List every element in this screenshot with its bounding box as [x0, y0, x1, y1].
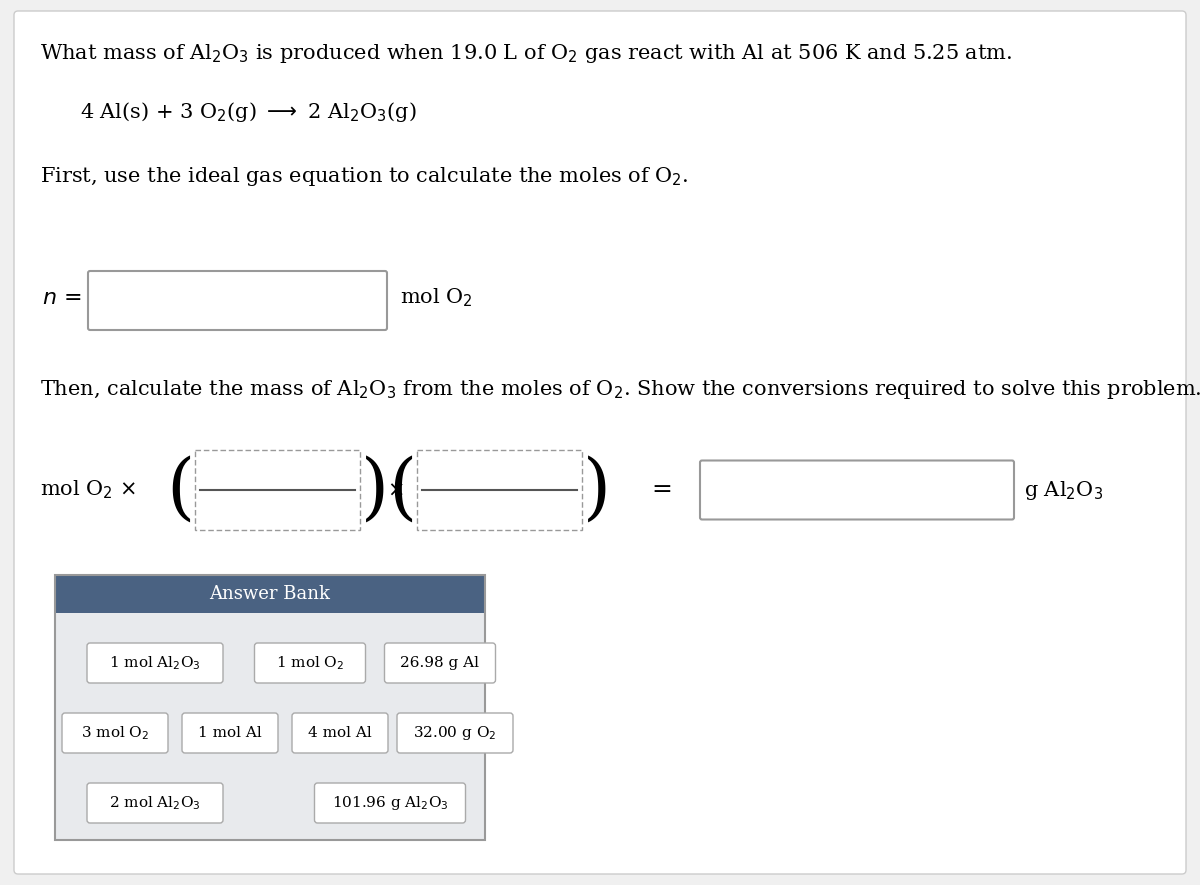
FancyBboxPatch shape — [14, 11, 1186, 874]
Text: 32.00 g O$_2$: 32.00 g O$_2$ — [413, 724, 497, 742]
Text: ): ) — [361, 455, 389, 526]
FancyBboxPatch shape — [314, 783, 466, 823]
Text: mol O$_2$ $\times$: mol O$_2$ $\times$ — [40, 479, 136, 501]
FancyBboxPatch shape — [88, 271, 386, 330]
Text: $\times$: $\times$ — [386, 481, 403, 499]
Text: (: ( — [388, 455, 416, 526]
Text: What mass of Al$_2$O$_3$ is produced when 19.0 L of O$_2$ gas react with Al at 5: What mass of Al$_2$O$_3$ is produced whe… — [40, 42, 1013, 65]
Text: 4 Al(s) + 3 O$_2$(g) $\longrightarrow$ 2 Al$_2$O$_3$(g): 4 Al(s) + 3 O$_2$(g) $\longrightarrow$ 2… — [80, 100, 416, 124]
Text: ): ) — [583, 455, 611, 526]
Text: 2 mol Al$_2$O$_3$: 2 mol Al$_2$O$_3$ — [109, 794, 200, 812]
Text: Then, calculate the mass of Al$_2$O$_3$ from the moles of O$_2$. Show the conver: Then, calculate the mass of Al$_2$O$_3$ … — [40, 378, 1200, 401]
Text: =: = — [652, 479, 672, 502]
Text: (: ( — [166, 455, 194, 526]
Text: 1 mol Al$_2$O$_3$: 1 mol Al$_2$O$_3$ — [109, 654, 200, 672]
Text: 1 mol Al: 1 mol Al — [198, 726, 262, 740]
FancyBboxPatch shape — [397, 713, 514, 753]
Text: mol O$_2$: mol O$_2$ — [400, 287, 473, 309]
Text: 1 mol O$_2$: 1 mol O$_2$ — [276, 654, 344, 672]
Text: g Al$_2$O$_3$: g Al$_2$O$_3$ — [1024, 479, 1103, 502]
Text: 26.98 g Al: 26.98 g Al — [401, 656, 480, 670]
Text: $n$ =: $n$ = — [42, 287, 82, 309]
FancyBboxPatch shape — [88, 783, 223, 823]
Text: Answer Bank: Answer Bank — [210, 585, 330, 603]
FancyBboxPatch shape — [292, 713, 388, 753]
Text: First, use the ideal gas equation to calculate the moles of O$_2$.: First, use the ideal gas equation to cal… — [40, 165, 689, 188]
FancyBboxPatch shape — [254, 643, 366, 683]
Bar — [55, 575, 485, 613]
FancyBboxPatch shape — [384, 643, 496, 683]
FancyBboxPatch shape — [88, 643, 223, 683]
FancyBboxPatch shape — [182, 713, 278, 753]
Bar — [55, 613, 485, 840]
Text: 4 mol Al: 4 mol Al — [308, 726, 372, 740]
FancyBboxPatch shape — [62, 713, 168, 753]
Text: 3 mol O$_2$: 3 mol O$_2$ — [80, 724, 149, 742]
Text: 101.96 g Al$_2$O$_3$: 101.96 g Al$_2$O$_3$ — [331, 794, 449, 812]
FancyBboxPatch shape — [700, 460, 1014, 519]
